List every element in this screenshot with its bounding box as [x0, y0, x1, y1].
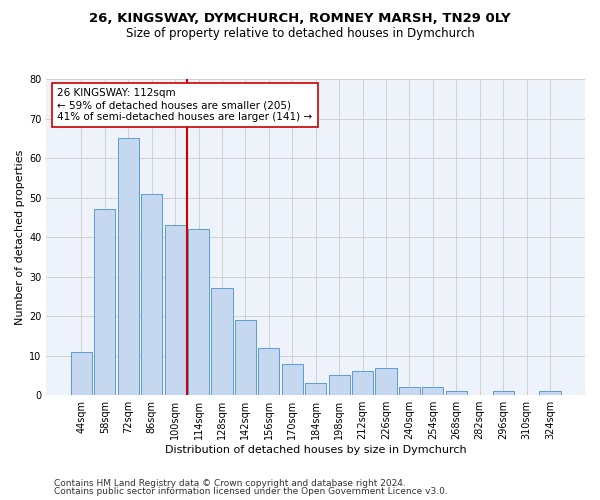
Text: Contains public sector information licensed under the Open Government Licence v3: Contains public sector information licen… [54, 487, 448, 496]
Bar [94, 210, 115, 395]
Text: 26 KINGSWAY: 112sqm
← 59% of detached houses are smaller (205)
41% of semi-detac: 26 KINGSWAY: 112sqm ← 59% of detached ho… [57, 88, 312, 122]
Bar [399, 388, 420, 395]
Bar [376, 368, 397, 395]
Bar [188, 229, 209, 395]
Text: 26, KINGSWAY, DYMCHURCH, ROMNEY MARSH, TN29 0LY: 26, KINGSWAY, DYMCHURCH, ROMNEY MARSH, T… [89, 12, 511, 26]
Bar [71, 352, 92, 395]
X-axis label: Distribution of detached houses by size in Dymchurch: Distribution of detached houses by size … [165, 445, 467, 455]
Bar [259, 348, 280, 395]
Bar [282, 364, 303, 395]
Y-axis label: Number of detached properties: Number of detached properties [15, 150, 25, 325]
Bar [118, 138, 139, 395]
Bar [305, 384, 326, 395]
Bar [352, 372, 373, 395]
Bar [446, 392, 467, 395]
Text: Contains HM Land Registry data © Crown copyright and database right 2024.: Contains HM Land Registry data © Crown c… [54, 478, 406, 488]
Bar [493, 392, 514, 395]
Bar [329, 376, 350, 395]
Bar [141, 194, 162, 395]
Bar [211, 288, 233, 395]
Text: Size of property relative to detached houses in Dymchurch: Size of property relative to detached ho… [125, 28, 475, 40]
Bar [164, 225, 185, 395]
Bar [539, 392, 560, 395]
Bar [235, 320, 256, 395]
Bar [422, 388, 443, 395]
